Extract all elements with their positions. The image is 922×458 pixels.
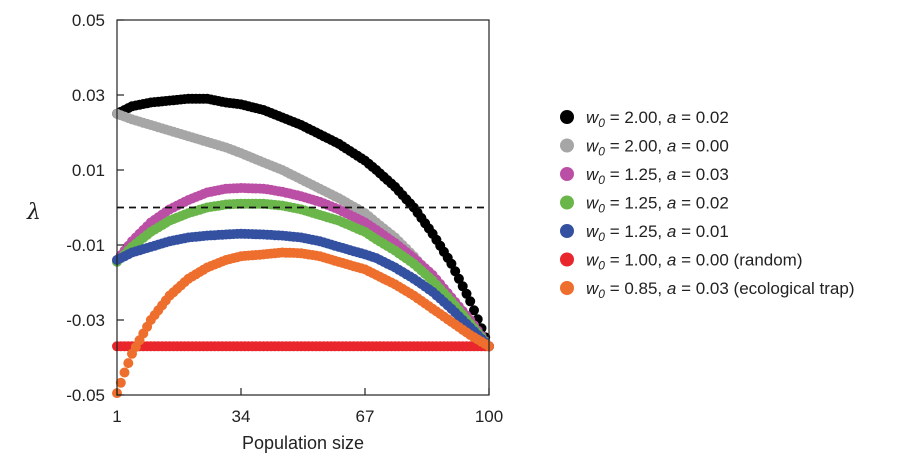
legend-label: w0 = 2.00, a = 0.00 xyxy=(586,137,729,159)
y-tick-label: 0.01 xyxy=(72,161,105,180)
data-point xyxy=(465,296,476,307)
y-tick-label: -0.03 xyxy=(66,311,105,330)
data-point xyxy=(461,288,472,299)
legend-entry: w0 = 2.00, a = 0.00 xyxy=(560,137,729,159)
legend-label: w0 = 1.25, a = 0.02 xyxy=(586,194,729,216)
y-tick-label: 0.05 xyxy=(72,11,105,30)
legend-marker xyxy=(560,167,574,181)
x-tick-label: 67 xyxy=(356,407,375,426)
data-point xyxy=(453,273,464,284)
legend-marker xyxy=(560,110,574,124)
data-point xyxy=(115,377,126,388)
data-point xyxy=(123,358,134,369)
legend-entry: w0 = 1.25, a = 0.03 xyxy=(560,165,729,187)
x-axis-label: Population size xyxy=(242,433,364,453)
legend-label: w0 = 2.00, a = 0.02 xyxy=(586,108,729,130)
data-point xyxy=(446,258,457,269)
x-tick-label: 1 xyxy=(112,407,121,426)
legend-marker xyxy=(560,252,574,267)
y-tick-label: -0.05 xyxy=(66,386,105,405)
data-point xyxy=(469,305,479,316)
y-tick-label: -0.01 xyxy=(66,236,105,255)
legend-entry: w0 = 2.00, a = 0.02 xyxy=(560,108,729,130)
x-tick-label: 100 xyxy=(475,407,503,426)
y-axis-label: λ xyxy=(26,200,41,225)
data-point xyxy=(450,266,461,277)
legend-label: w0 = 1.00, a = 0.00 (random) xyxy=(586,251,803,273)
legend-entry: w0 = 0.85, a = 0.03 (ecological trap) xyxy=(560,279,855,301)
legend-marker xyxy=(560,138,574,153)
data-point xyxy=(119,367,130,378)
legend-label: w0 = 1.25, a = 0.01 xyxy=(586,222,729,244)
legend-marker xyxy=(560,281,574,295)
legend-label: w0 = 0.85, a = 0.03 (ecological trap) xyxy=(586,279,855,301)
x-tick-label: 34 xyxy=(232,407,251,426)
series-0 xyxy=(112,93,494,352)
series-6 xyxy=(112,247,494,399)
legend-entry: w0 = 1.25, a = 0.02 xyxy=(560,194,729,216)
legend-marker xyxy=(560,195,574,210)
y-tick-label: 0.03 xyxy=(72,86,105,105)
series-4 xyxy=(112,228,494,352)
legend-label: w0 = 1.25, a = 0.03 xyxy=(586,165,729,187)
series-5 xyxy=(112,341,494,352)
legend-entry: w0 = 1.25, a = 0.01 xyxy=(560,222,729,244)
legend-marker xyxy=(560,224,574,238)
data-point xyxy=(457,281,468,292)
legend-entry: w0 = 1.00, a = 0.00 (random) xyxy=(560,251,803,273)
